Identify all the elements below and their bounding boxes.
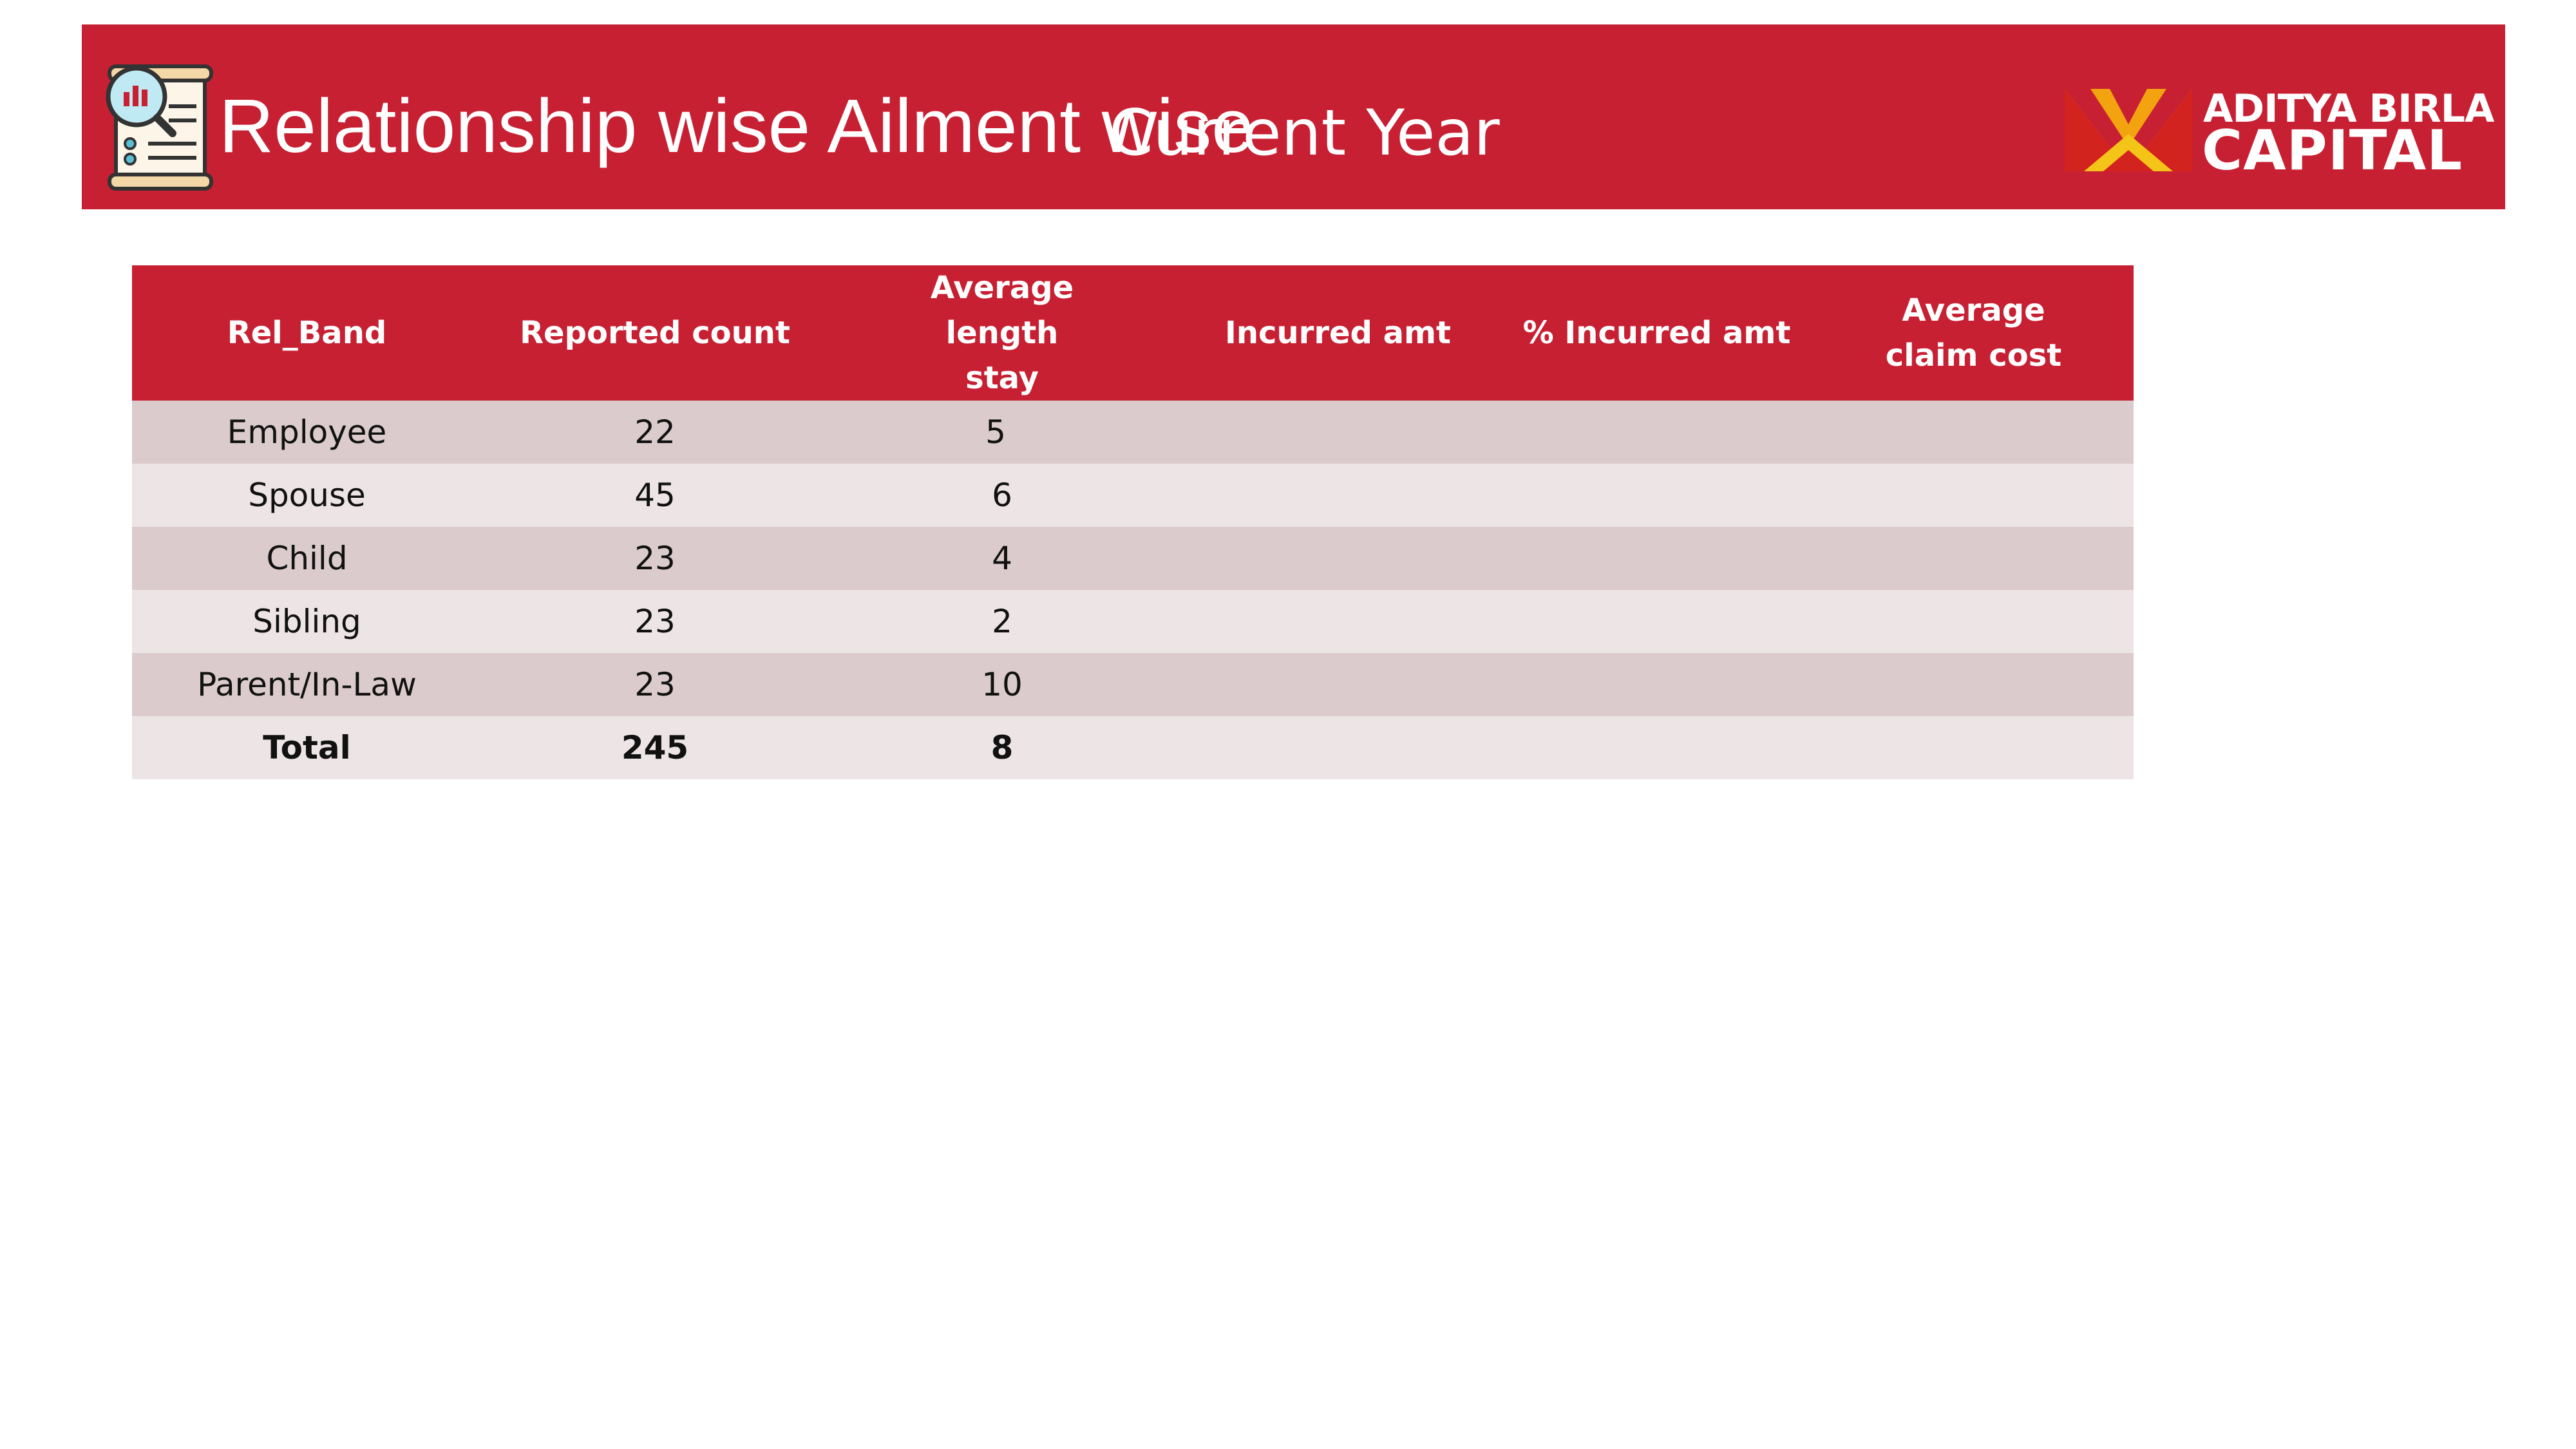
cell-total-label: Total xyxy=(132,716,482,779)
cell-total-incurred-amt xyxy=(1176,716,1500,779)
cell-avg-length-stay: 5 xyxy=(828,401,1176,464)
cell-reported-count: 22 xyxy=(482,401,828,464)
cell-pct-incurred-amt xyxy=(1500,401,1814,464)
cell-total-reported-count: 245 xyxy=(482,716,828,779)
cell-rel-band: Sibling xyxy=(132,590,482,653)
cell-rel-band: Spouse xyxy=(132,464,482,527)
report-magnifier-icon xyxy=(106,64,213,191)
aditya-birla-sun-logo-icon xyxy=(2065,89,2192,171)
table-row: Employee 22 5 xyxy=(132,401,2134,464)
table-header-row: Rel_Band Reported count Average length s… xyxy=(132,265,2134,401)
cell-avg-length-stay: 10 xyxy=(828,653,1176,716)
cell-avg-claim-cost xyxy=(1814,464,2134,527)
company-logo: ADITYA BIRLA CAPITAL xyxy=(2065,86,2494,183)
cell-rel-band: Parent/In-Law xyxy=(132,653,482,716)
table-row: Parent/In-Law 23 10 xyxy=(132,653,2134,716)
cell-incurred-amt xyxy=(1176,527,1500,590)
cell-incurred-amt xyxy=(1176,590,1500,653)
table-total-row: Total 245 8 xyxy=(132,716,2134,779)
cell-total-avg-length-stay: 8 xyxy=(828,716,1176,779)
page-subtitle: Current Year xyxy=(1109,97,1500,170)
cell-pct-incurred-amt xyxy=(1500,653,1814,716)
cell-avg-length-stay: 4 xyxy=(828,527,1176,590)
table-row: Sibling 23 2 xyxy=(132,590,2134,653)
cell-incurred-amt xyxy=(1176,653,1500,716)
col-header-pct-incurred-amt: % Incurred amt xyxy=(1500,265,1814,401)
table-row: Spouse 45 6 xyxy=(132,464,2134,527)
cell-reported-count: 23 xyxy=(482,653,828,716)
cell-avg-claim-cost xyxy=(1814,527,2134,590)
cell-total-pct-incurred-amt xyxy=(1500,716,1814,779)
cell-rel-band: Employee xyxy=(132,401,482,464)
cell-avg-claim-cost xyxy=(1814,653,2134,716)
logo-text-bottom: CAPITAL xyxy=(2202,118,2463,183)
cell-avg-claim-cost xyxy=(1814,401,2134,464)
cell-avg-claim-cost xyxy=(1814,590,2134,653)
cell-avg-length-stay: 6 xyxy=(828,464,1176,527)
col-header-average-claim-cost: Average claim cost xyxy=(1814,265,2134,401)
cell-incurred-amt xyxy=(1176,401,1500,464)
cell-pct-incurred-amt xyxy=(1500,527,1814,590)
cell-total-avg-claim-cost xyxy=(1814,716,2134,779)
col-header-incurred-amt: Incurred amt xyxy=(1176,265,1500,401)
cell-avg-length-stay: 2 xyxy=(828,590,1176,653)
cell-reported-count: 23 xyxy=(482,527,828,590)
table-row: Child 23 4 xyxy=(132,527,2134,590)
page-title: Relationship wise Ailment wise xyxy=(219,84,1254,169)
cell-incurred-amt xyxy=(1176,464,1500,527)
cell-pct-incurred-amt xyxy=(1500,590,1814,653)
cell-reported-count: 23 xyxy=(482,590,828,653)
col-header-average-length-stay: Average length stay xyxy=(828,265,1176,401)
cell-pct-incurred-amt xyxy=(1500,464,1814,527)
relationship-ailment-table: Rel_Band Reported count Average length s… xyxy=(132,265,2134,779)
col-header-rel-band: Rel_Band xyxy=(132,265,482,401)
col-header-reported-count: Reported count xyxy=(482,265,828,401)
cell-reported-count: 45 xyxy=(482,464,828,527)
logo-text-top: ADITYA BIRLA xyxy=(2203,86,2494,131)
cell-rel-band: Child xyxy=(132,527,482,590)
